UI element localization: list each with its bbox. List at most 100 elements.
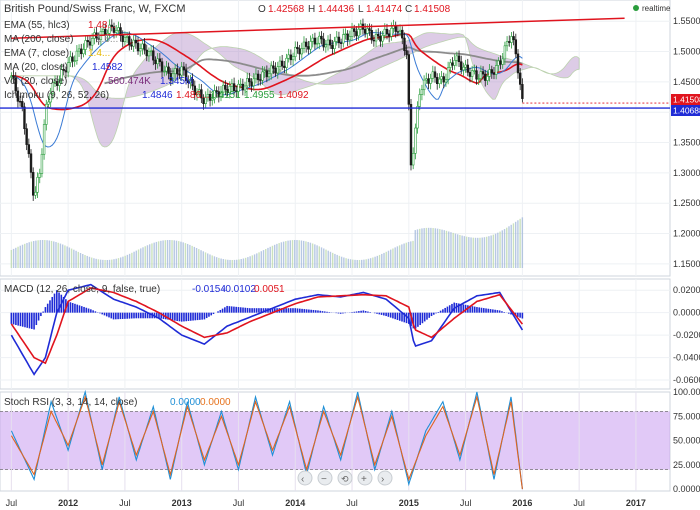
macd-hist-bar	[119, 312, 122, 320]
macd-hist-bar	[85, 307, 88, 313]
volume-bar	[204, 252, 207, 268]
candle-body	[101, 28, 105, 32]
candle-body	[451, 62, 454, 66]
macd-hist-bar	[178, 312, 181, 322]
macd-value-1: -0.0154	[192, 284, 226, 295]
ema55-label: EMA (55, hlc3)	[4, 20, 70, 31]
candle-body	[405, 50, 408, 55]
volume-bar	[115, 258, 117, 268]
volume-bar	[414, 230, 416, 268]
ma200-label: MA (200, close)	[4, 34, 73, 45]
macd-hist-bar	[392, 312, 394, 319]
candle-body	[110, 24, 114, 27]
candle-body	[158, 58, 162, 63]
volume-bar	[401, 244, 403, 268]
macd-grid	[0, 279, 670, 389]
macd-hist-bar	[144, 312, 147, 319]
volume-bar	[249, 256, 251, 268]
volume-bar	[137, 249, 140, 268]
volume-bar	[48, 240, 50, 268]
candle-body	[132, 39, 135, 47]
macd-hist-bar	[255, 308, 258, 313]
macd-hist-bar	[24, 312, 26, 328]
nav-left-button[interactable]	[297, 470, 313, 486]
macd-hist-bar	[253, 308, 256, 313]
candle-body	[241, 83, 245, 91]
ohlc-l-value: 1.41474	[366, 4, 403, 15]
macd-hist-bar	[112, 312, 115, 320]
candle-body	[291, 56, 295, 61]
candle-body	[289, 54, 293, 61]
volume-bar	[398, 245, 401, 268]
volume-bar	[198, 249, 200, 268]
candle-body	[353, 28, 356, 32]
macd-hist-bar	[128, 312, 131, 319]
macd-hist-bar	[28, 312, 31, 329]
macd-hist-bar	[303, 309, 306, 313]
macd-hist-bar	[396, 312, 399, 320]
candle-body	[348, 36, 352, 41]
macd-hist-bar	[235, 306, 238, 313]
macd-hist-bar	[457, 303, 460, 313]
volume-bar	[439, 229, 441, 268]
macd-hist-bar	[80, 306, 83, 313]
volume-bar	[44, 240, 46, 268]
candle-body	[224, 84, 227, 90]
macd-hist-bar	[367, 311, 369, 313]
volume-bar	[481, 237, 483, 268]
volume-bar	[256, 253, 258, 268]
candle-body	[47, 101, 50, 105]
candle-body	[418, 94, 421, 107]
candle-body	[385, 28, 389, 35]
candle-body	[470, 70, 474, 77]
volume-bar	[331, 252, 334, 268]
candle-body	[449, 62, 452, 68]
volume-bar	[419, 228, 421, 268]
volume-bar	[273, 244, 276, 268]
candle-body	[296, 46, 299, 50]
macd-hist-bar	[90, 309, 92, 313]
candle-body	[492, 72, 496, 75]
volume-bar	[427, 227, 430, 268]
volume-bar	[494, 233, 497, 268]
macd-hist-bar	[239, 307, 242, 313]
macd-hist-bar	[274, 308, 276, 313]
candle-body	[206, 94, 210, 98]
volume-bar	[352, 259, 354, 268]
volume-bar	[289, 240, 291, 268]
candle-body	[213, 90, 216, 100]
macd-hist-bar	[26, 312, 29, 328]
candle-body	[84, 40, 87, 50]
macd-hist-bar	[224, 307, 226, 313]
candle-body	[333, 41, 336, 49]
volume-bar	[421, 228, 423, 268]
macd-hist-bar	[246, 307, 249, 313]
macd-hist-bar	[242, 307, 244, 313]
ohlc-l-label: L	[358, 4, 364, 15]
price-ytick-0: 1.15000	[673, 259, 700, 269]
rsi-ytick-0: 100.00	[673, 387, 700, 397]
volume-bar	[39, 240, 42, 268]
zoom-out-button[interactable]	[317, 470, 333, 486]
candle-body	[270, 65, 273, 75]
nav-right-button[interactable]	[377, 470, 393, 486]
volume-bar	[271, 245, 274, 268]
candle-body	[16, 90, 20, 102]
volume-bar	[231, 259, 233, 268]
volume-bar	[443, 230, 445, 268]
macd-hist-bar	[287, 308, 290, 313]
reset-button[interactable]	[337, 470, 353, 486]
zoom-in-button[interactable]	[357, 470, 373, 486]
volume-bar	[423, 228, 425, 268]
volume-bar	[432, 228, 434, 268]
volume-bar	[381, 253, 383, 268]
macd-hist-bar	[87, 308, 90, 313]
volume-bar	[59, 243, 62, 268]
macd-hist-bar	[289, 308, 292, 313]
volume-bar	[361, 259, 363, 268]
macd-hist-bar	[121, 312, 124, 319]
volume-bar	[218, 257, 220, 268]
volume-bar	[387, 250, 390, 268]
volume-bar	[93, 258, 95, 268]
volume-bar	[153, 242, 155, 268]
